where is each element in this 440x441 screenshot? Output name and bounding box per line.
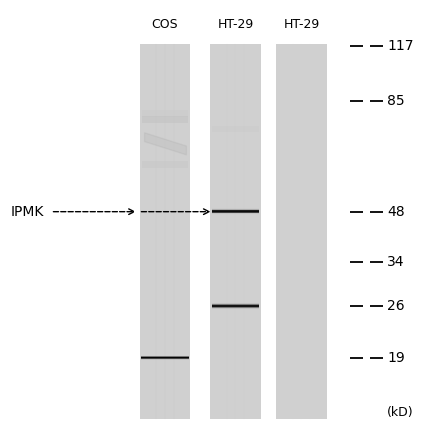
Bar bbox=[212, 217, 259, 218]
Bar bbox=[212, 208, 259, 209]
Bar bbox=[212, 307, 259, 308]
Bar bbox=[212, 206, 259, 207]
Bar bbox=[212, 301, 259, 302]
Bar bbox=[142, 362, 188, 363]
Text: 85: 85 bbox=[387, 94, 405, 108]
Bar bbox=[142, 353, 188, 354]
Bar bbox=[212, 300, 259, 301]
Bar bbox=[212, 207, 259, 208]
Bar bbox=[212, 302, 259, 303]
Bar bbox=[212, 216, 259, 217]
Bar bbox=[212, 126, 259, 132]
Bar bbox=[142, 161, 188, 168]
Bar bbox=[142, 356, 188, 357]
Bar bbox=[212, 211, 259, 212]
Bar bbox=[212, 309, 259, 310]
Text: COS: COS bbox=[152, 18, 178, 31]
Bar bbox=[212, 213, 259, 214]
Text: 117: 117 bbox=[387, 39, 414, 53]
Bar bbox=[212, 307, 259, 308]
Bar bbox=[212, 310, 259, 311]
Bar bbox=[212, 302, 259, 303]
Bar bbox=[142, 360, 188, 361]
Text: (kD): (kD) bbox=[387, 406, 414, 419]
Text: IPMK: IPMK bbox=[11, 205, 44, 219]
Bar bbox=[212, 299, 259, 300]
Bar bbox=[212, 310, 259, 311]
Text: HT-29: HT-29 bbox=[283, 18, 319, 31]
Bar bbox=[212, 213, 259, 214]
Bar bbox=[212, 303, 259, 304]
Bar bbox=[212, 211, 259, 212]
Bar bbox=[142, 354, 188, 355]
Bar bbox=[212, 214, 259, 215]
Text: 19: 19 bbox=[387, 351, 405, 365]
Bar bbox=[142, 354, 188, 355]
Bar bbox=[212, 308, 259, 309]
Bar bbox=[212, 311, 259, 312]
Bar bbox=[212, 306, 259, 307]
Text: 34: 34 bbox=[387, 255, 405, 269]
Bar bbox=[212, 209, 259, 210]
Bar bbox=[212, 208, 259, 209]
Bar bbox=[212, 209, 259, 210]
Bar bbox=[212, 309, 259, 310]
Bar bbox=[212, 305, 259, 306]
Bar bbox=[139, 44, 190, 419]
Bar bbox=[212, 305, 259, 306]
Bar bbox=[212, 312, 259, 313]
Bar bbox=[212, 216, 259, 217]
Bar bbox=[212, 215, 259, 216]
Text: 26: 26 bbox=[387, 299, 405, 314]
Bar bbox=[212, 212, 259, 213]
Bar bbox=[142, 358, 188, 359]
Bar bbox=[142, 360, 188, 361]
Bar bbox=[142, 359, 188, 360]
Bar bbox=[142, 110, 188, 117]
Bar bbox=[212, 208, 259, 209]
Bar bbox=[142, 357, 188, 358]
Bar bbox=[142, 357, 188, 358]
Bar bbox=[142, 358, 188, 359]
Bar bbox=[212, 303, 259, 304]
Bar bbox=[212, 312, 259, 313]
Bar bbox=[142, 356, 188, 357]
Bar bbox=[142, 355, 188, 356]
Bar bbox=[142, 361, 188, 362]
Bar bbox=[212, 304, 259, 305]
Bar bbox=[142, 355, 188, 356]
Bar bbox=[210, 44, 260, 419]
Bar bbox=[212, 214, 259, 215]
Bar bbox=[276, 44, 326, 419]
Bar bbox=[212, 304, 259, 305]
Text: HT-29: HT-29 bbox=[217, 18, 253, 31]
Bar bbox=[212, 206, 259, 207]
Bar bbox=[212, 308, 259, 309]
Bar bbox=[142, 361, 188, 362]
Bar bbox=[212, 214, 259, 215]
Text: 48: 48 bbox=[387, 205, 405, 219]
Bar bbox=[212, 301, 259, 302]
Bar bbox=[212, 311, 259, 312]
Bar bbox=[142, 357, 188, 358]
Bar bbox=[142, 358, 188, 359]
Bar bbox=[212, 300, 259, 301]
Bar bbox=[212, 212, 259, 213]
Bar bbox=[212, 306, 259, 307]
Bar bbox=[212, 205, 259, 206]
Bar bbox=[212, 207, 259, 208]
Bar bbox=[212, 215, 259, 216]
Bar bbox=[142, 116, 188, 123]
Bar bbox=[142, 359, 188, 360]
Bar bbox=[212, 210, 259, 211]
Bar bbox=[212, 210, 259, 211]
Bar bbox=[142, 356, 188, 357]
Bar bbox=[142, 355, 188, 356]
